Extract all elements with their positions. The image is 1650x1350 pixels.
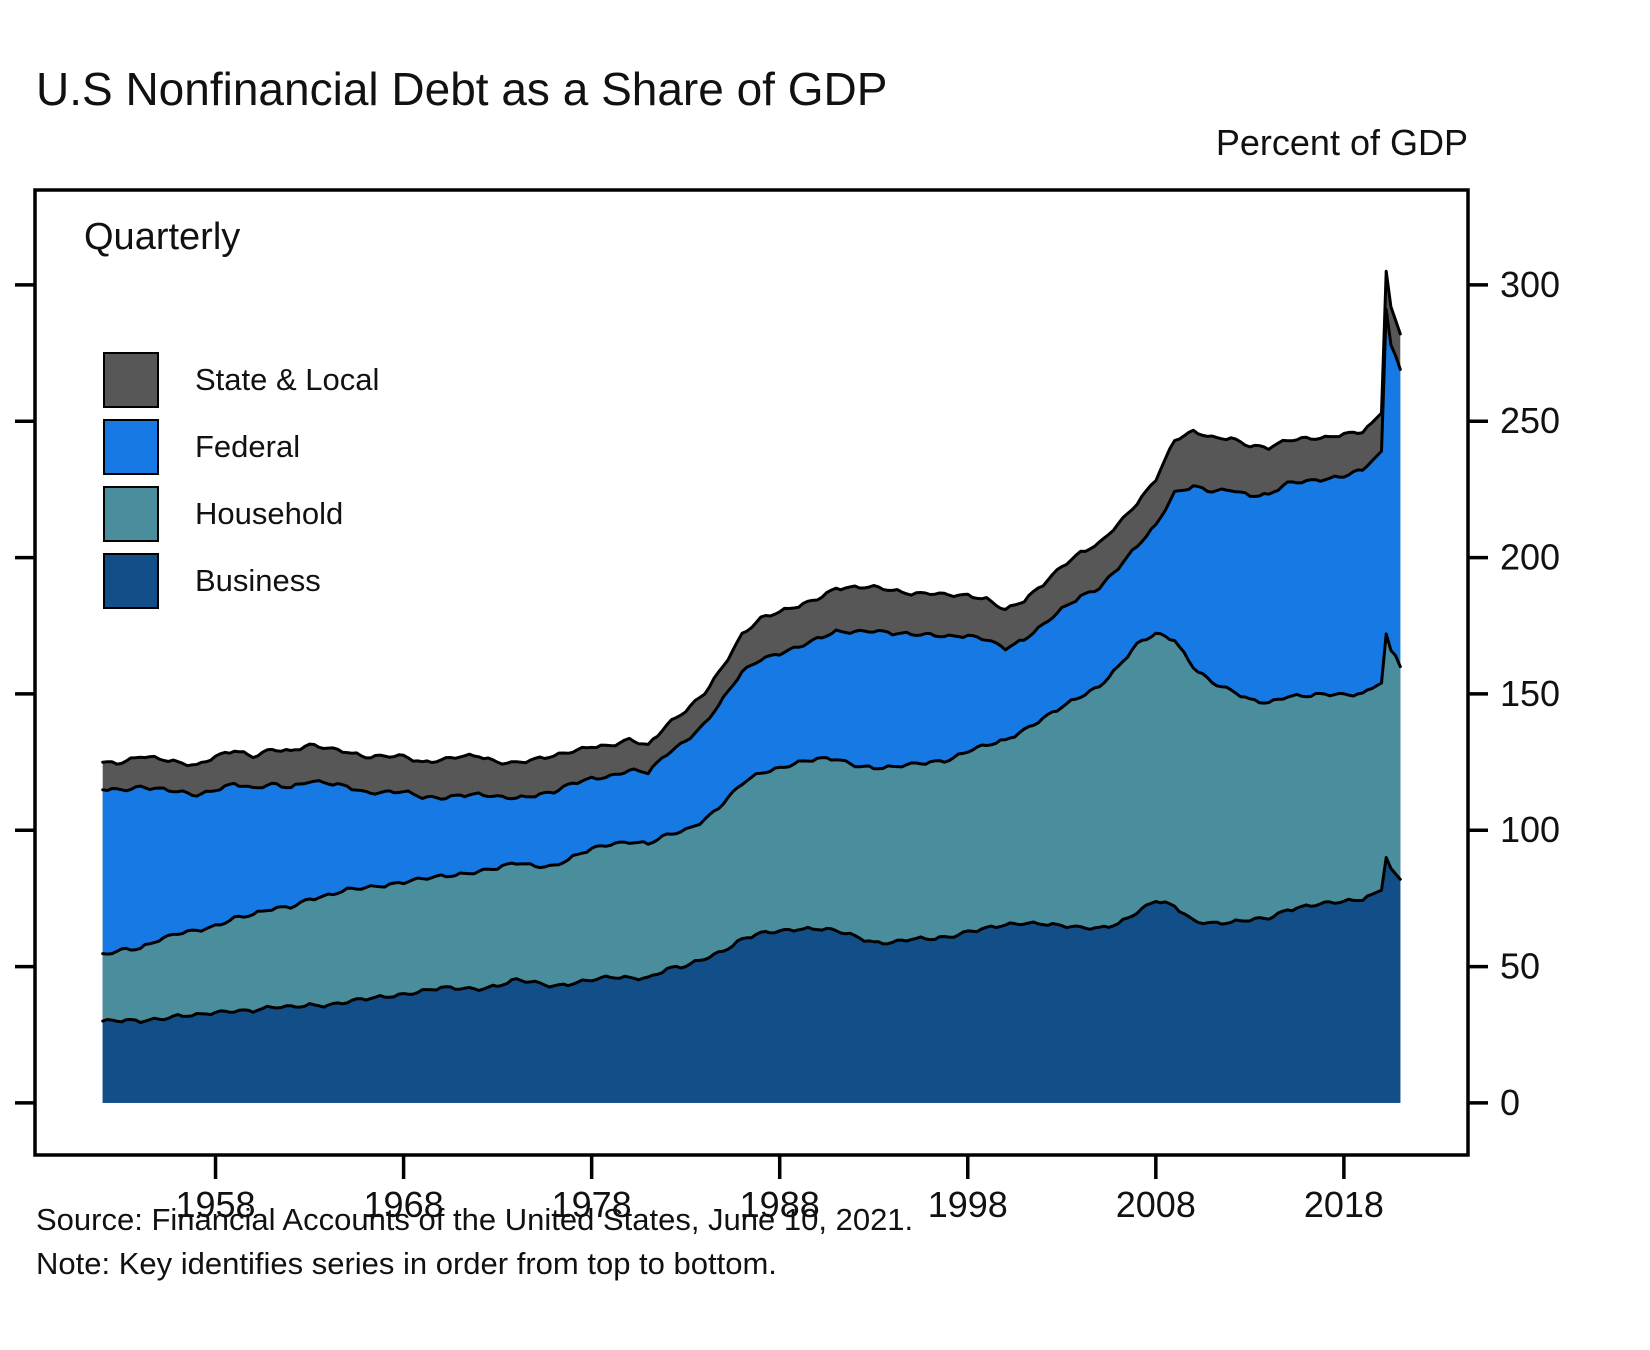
- legend-label-household: Household: [195, 496, 344, 531]
- footer-notes: Source: Financial Accounts of the United…: [36, 1198, 913, 1286]
- legend-item-household: Household: [103, 486, 379, 542]
- household-swatch-icon: [103, 486, 159, 542]
- x-tick-label: 2008: [1116, 1184, 1196, 1225]
- frequency-label: Quarterly: [84, 216, 241, 258]
- boundary-state-local: [101, 269, 1402, 768]
- boundary-business: [101, 856, 1402, 1024]
- legend-label-business: Business: [195, 563, 321, 598]
- legend-label-federal: Federal: [195, 429, 301, 464]
- x-tick-label: 1978: [552, 1184, 632, 1225]
- business-swatch-icon: [103, 553, 159, 609]
- legend-item-state-local: State & Local: [103, 352, 379, 408]
- legend-item-federal: Federal: [103, 419, 379, 475]
- source-line: Source: Financial Accounts of the United…: [36, 1202, 914, 1237]
- x-tick-label: 2018: [1304, 1184, 1384, 1225]
- y-tick-label: 50: [1500, 946, 1540, 987]
- boundary-household: [101, 631, 1402, 956]
- y-tick-label: 0: [1500, 1082, 1520, 1123]
- page-title: U.S Nonfinancial Debt as a Share of GDP: [36, 63, 888, 115]
- x-tick-label: 1998: [928, 1184, 1008, 1225]
- y-tick-label: 150: [1500, 673, 1560, 714]
- x-tick-label: 1988: [740, 1184, 820, 1225]
- area-business: [102, 857, 1401, 1103]
- legend: State & Local Federal Household Business: [103, 352, 379, 620]
- plot-frame: [33, 188, 1470, 1157]
- federal-swatch-icon: [103, 419, 159, 475]
- x-tick-label: 1968: [364, 1184, 444, 1225]
- state-local-swatch-icon: [103, 352, 159, 408]
- boundary-federal: [101, 307, 1402, 801]
- y-tick-label: 200: [1500, 537, 1560, 578]
- legend-item-business: Business: [103, 553, 379, 609]
- y-tick-label: 250: [1500, 400, 1560, 441]
- x-tick-label: 1958: [175, 1184, 255, 1225]
- y-tick-label: 100: [1500, 809, 1560, 850]
- note-line: Note: Key identifies series in order fro…: [36, 1246, 777, 1281]
- legend-label-state-local: State & Local: [195, 362, 380, 397]
- y-axis-title: Percent of GDP: [1215, 122, 1468, 163]
- y-tick-label: 300: [1500, 264, 1560, 305]
